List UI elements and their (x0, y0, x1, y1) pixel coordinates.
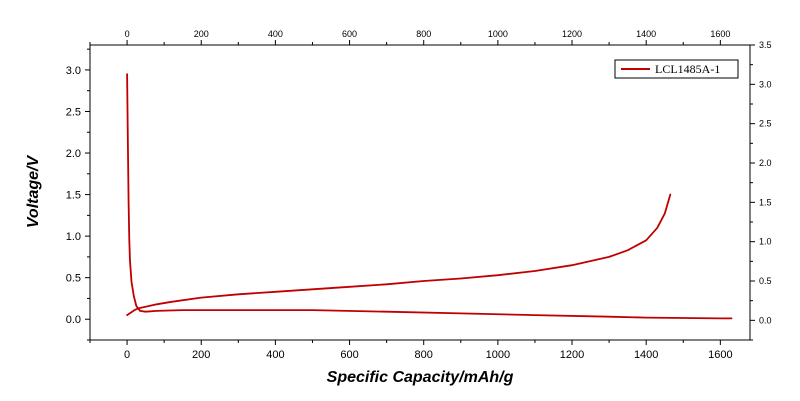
y-tick-label: 1.0 (66, 231, 81, 243)
y2-tick-label: 3.0 (759, 79, 772, 89)
bottom-axis-ticks: 0 200 400 600 800 1000 1200 1400 1600 (89, 340, 733, 361)
legend-box (614, 59, 739, 79)
y-tick-label: 3.0 (66, 65, 81, 77)
right-axis-ticks: 0.0 0.5 1.0 1.5 2.0 2.5 3.0 3.5 (750, 40, 772, 341)
y-axis-title: Voltage/V (25, 155, 42, 229)
left-axis-ticks: 0.0 0.5 1.0 1.5 2.0 2.5 3.0 (66, 48, 90, 341)
y2-tick-label: 2.5 (759, 119, 772, 129)
top-axis-ticks: 0 200 400 600 800 1000 1200 1400 1600 (89, 29, 730, 45)
series-line-discharge (126, 73, 733, 320)
y2-tick-label: 3.5 (759, 40, 772, 50)
x-axis-title: Specific Capacity/mAh/g (327, 369, 514, 386)
x-tick-label: 1200 (560, 349, 584, 361)
x-tick-label: 200 (192, 349, 210, 361)
y2-tick-label: 0.0 (759, 315, 772, 325)
series-line-charge (126, 193, 672, 317)
x-top-tick-label: 1000 (488, 29, 508, 39)
x-top-tick-label: 400 (268, 29, 283, 39)
x-top-tick-label: 0 (125, 29, 130, 39)
y-tick-label: 2.5 (66, 106, 81, 118)
plot-frame (89, 44, 751, 341)
x-top-tick-label: 800 (416, 29, 431, 39)
x-top-tick-label: 1400 (636, 29, 656, 39)
y-tick-label: 0.5 (66, 273, 81, 285)
x-tick-label: 1400 (634, 349, 658, 361)
x-top-tick-label: 1600 (710, 29, 730, 39)
legend: LCL1485A-1 (614, 59, 739, 79)
x-tick-label: 1000 (486, 349, 510, 361)
series-layer (126, 73, 733, 320)
x-top-tick-label: 600 (342, 29, 357, 39)
y-tick-label: 1.5 (66, 190, 81, 202)
y-tick-label: 0.0 (66, 314, 81, 326)
x-tick-label: 600 (340, 349, 358, 361)
y2-tick-label: 1.0 (759, 237, 772, 247)
legend-label: LCL1485A-1 (655, 62, 720, 76)
x-tick-label: 400 (266, 349, 284, 361)
y2-tick-label: 0.5 (759, 276, 772, 286)
x-tick-label: 1600 (708, 349, 732, 361)
y2-tick-label: 1.5 (759, 197, 772, 207)
x-tick-label: 800 (415, 349, 433, 361)
y-tick-label: 2.0 (66, 148, 81, 160)
x-top-tick-label: 1200 (562, 29, 582, 39)
x-top-tick-label: 200 (194, 29, 209, 39)
y2-tick-label: 2.0 (759, 158, 772, 168)
x-tick-label: 0 (124, 349, 130, 361)
